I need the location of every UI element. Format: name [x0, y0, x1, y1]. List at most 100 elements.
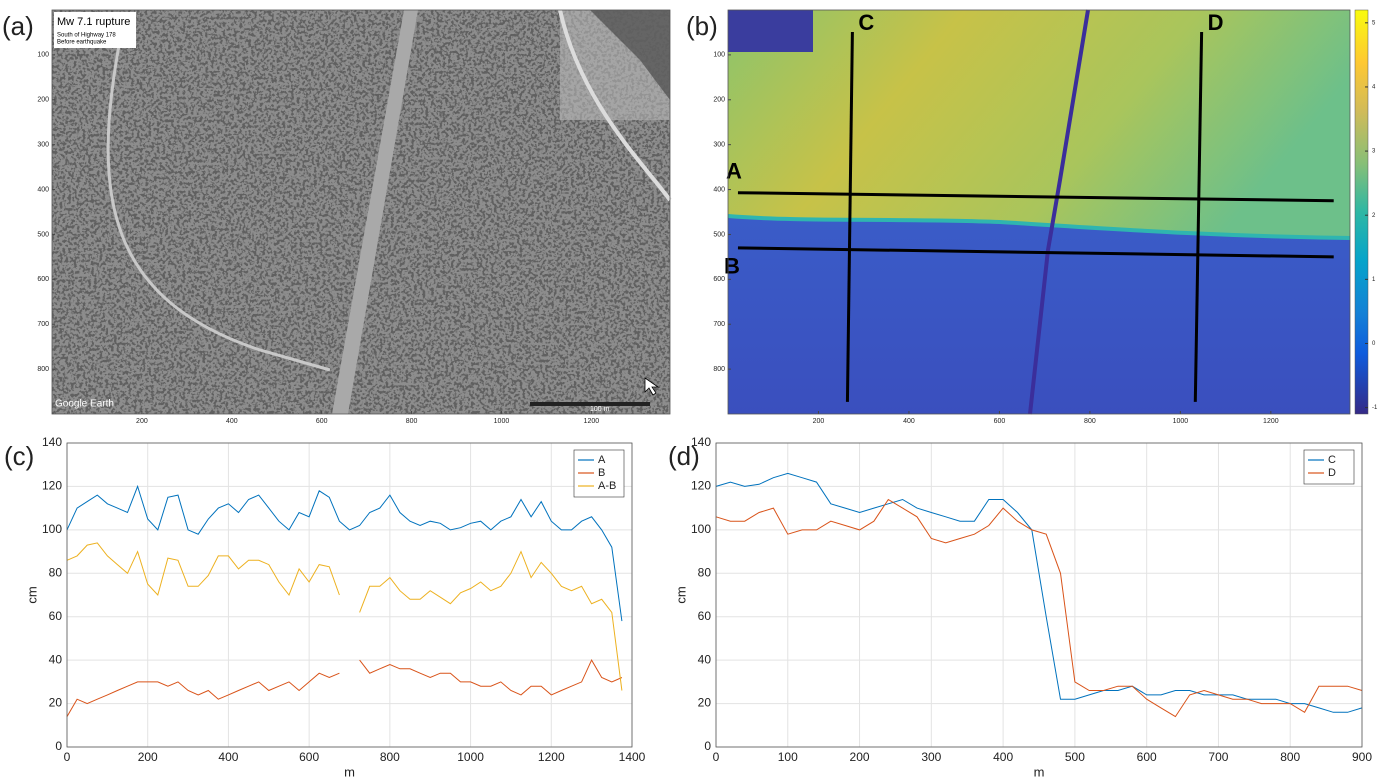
y-tick-label: 400 — [713, 186, 725, 193]
x-tick-label: 700 — [1208, 750, 1228, 764]
colorbar-tick-label: 5 — [1372, 20, 1376, 26]
y-tick-label: 200 — [37, 97, 49, 104]
y-tick-label: 120 — [42, 479, 62, 493]
profile-label: C — [858, 10, 874, 35]
plot-area — [67, 443, 632, 747]
y-tick-label: 500 — [713, 231, 725, 238]
x-tick-label: 100 — [778, 750, 798, 764]
annotation: 100 m — [590, 406, 610, 413]
y-tick-label: 600 — [37, 276, 49, 283]
road — [332, 10, 418, 414]
y-tick-label: 800 — [37, 366, 49, 373]
x-tick-label: 800 — [1280, 750, 1300, 764]
fracture — [1028, 9, 1090, 415]
x-tick-label: 400 — [226, 418, 238, 425]
colorbar-tick-label: -1 — [1372, 405, 1378, 411]
y-tick-label: 80 — [698, 565, 712, 579]
x-tick-label: 1200 — [538, 750, 565, 764]
legend-label: B — [598, 467, 605, 479]
colorbar-tick-label: 4 — [1372, 85, 1376, 91]
series-line — [66, 484, 623, 622]
x-tick-label: 0 — [64, 750, 71, 764]
legend-label: A — [598, 454, 606, 466]
y-tick-label: 100 — [42, 522, 62, 536]
y-tick-label: 100 — [691, 522, 711, 536]
x-tick-label: 1200 — [1263, 418, 1279, 425]
colorbar-tick-label: 2 — [1372, 213, 1376, 219]
legend-label: A-B — [598, 480, 616, 492]
y-tick-label: 100 — [713, 52, 725, 59]
series-line — [66, 542, 623, 691]
legend-label: C — [1328, 454, 1336, 466]
axes-frame — [66, 442, 633, 748]
x-tick-label: 600 — [1137, 750, 1157, 764]
y-tick-label: 300 — [37, 142, 49, 149]
y-tick-label: 600 — [713, 276, 725, 283]
y-tick-label: 40 — [49, 652, 63, 666]
y-tick-label: 300 — [713, 142, 725, 149]
y-tick-label: 0 — [704, 739, 711, 753]
legend-box — [1303, 449, 1355, 485]
y-tick-label: 100 — [37, 52, 49, 59]
profile-label: D — [1208, 10, 1224, 35]
x-tick-label: 600 — [299, 750, 319, 764]
y-tick-label: 140 — [691, 435, 711, 449]
x-tick-label: 300 — [921, 750, 941, 764]
annotation: Mw 7.1 rupture — [57, 16, 130, 28]
axes-frame — [51, 9, 671, 415]
x-tick-label: 1000 — [1173, 418, 1189, 425]
edge-band — [727, 214, 1351, 240]
series-line — [66, 659, 623, 717]
y-tick-label: 40 — [698, 652, 712, 666]
axes-frame — [727, 9, 1351, 415]
colorbar-tick-label: 0 — [1372, 341, 1376, 347]
x-tick-label: 200 — [136, 418, 148, 425]
y-tick-label: 500 — [37, 231, 49, 238]
y-tick-label: 60 — [698, 609, 712, 623]
y-tick-label: 0 — [55, 739, 62, 753]
x-tick-label: 900 — [1352, 750, 1372, 764]
profile-line — [737, 246, 1334, 259]
profile-label: B — [724, 254, 740, 279]
colorbar — [1354, 9, 1369, 415]
axes-frame — [715, 442, 1363, 748]
y-tick-label: 120 — [691, 479, 711, 493]
profile-line — [737, 191, 1334, 203]
dark-hills — [590, 10, 670, 100]
x-tick-label: 1200 — [584, 418, 600, 425]
panel-label: (b) — [686, 11, 718, 41]
profile-line — [845, 31, 854, 402]
y-tick-label: 700 — [713, 321, 725, 328]
y-tick-label: 80 — [49, 565, 63, 579]
y-axis-label: cm — [24, 586, 39, 603]
x-tick-label: 200 — [813, 418, 825, 425]
y-tick-label: 400 — [37, 186, 49, 193]
x-tick-label: 400 — [218, 750, 238, 764]
y-tick-label: 20 — [49, 696, 63, 710]
annotation: Google Earth — [55, 399, 114, 410]
x-tick-label: 1000 — [457, 750, 484, 764]
nodata-patch — [728, 10, 813, 52]
x-tick-label: 200 — [138, 750, 158, 764]
colorbar-tick-label: 3 — [1372, 149, 1376, 155]
y-tick-label: 60 — [49, 609, 63, 623]
y-tick-label: 700 — [37, 321, 49, 328]
x-tick-label: 500 — [1065, 750, 1085, 764]
cursor-icon — [644, 377, 660, 396]
series-line — [715, 472, 1363, 713]
colorbar-tick-label: 1 — [1372, 277, 1376, 283]
map-upper — [728, 10, 1350, 238]
plot-area — [716, 443, 1362, 747]
trail — [106, 39, 331, 372]
x-tick-label: 800 — [380, 750, 400, 764]
wash — [558, 9, 672, 202]
x-tick-label: 600 — [994, 418, 1006, 425]
x-tick-label: 400 — [903, 418, 915, 425]
x-tick-label: 800 — [1084, 418, 1096, 425]
annotation: Before earthquake — [57, 40, 107, 46]
y-tick-label: 800 — [713, 366, 725, 373]
y-tick-label: 20 — [698, 696, 712, 710]
x-tick-label: 1000 — [494, 418, 510, 425]
panel-label: (c) — [4, 441, 34, 471]
